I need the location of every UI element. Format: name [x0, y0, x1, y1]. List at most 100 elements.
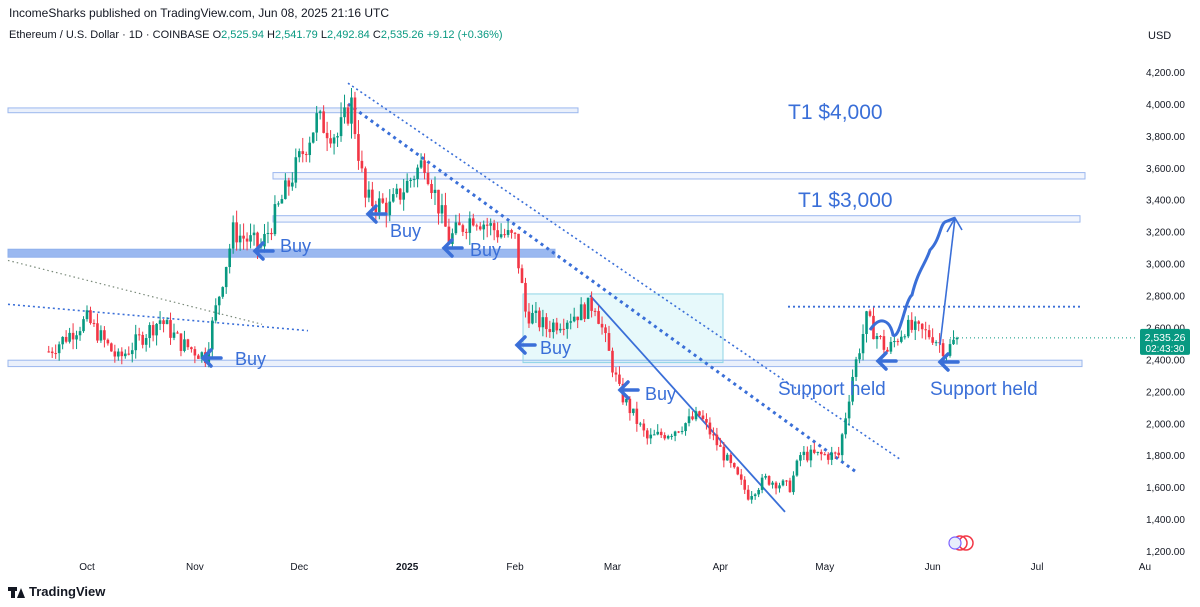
- candle-body: [813, 449, 816, 453]
- support-arrow-icon: [937, 352, 960, 372]
- candle-body: [235, 222, 238, 243]
- candle-body: [719, 445, 722, 447]
- candle-body: [165, 320, 169, 325]
- candle-body: [68, 332, 71, 342]
- candle-body: [468, 218, 472, 233]
- candle-body: [531, 312, 534, 324]
- candle-body: [301, 151, 305, 155]
- candle-body: [92, 323, 96, 325]
- buy-label: Buy: [645, 384, 676, 404]
- y-tick-label: 2,000.00: [1146, 419, 1185, 430]
- candle-body: [162, 320, 165, 325]
- candle-body: [311, 132, 315, 143]
- candle-body: [252, 232, 256, 236]
- candle-body: [461, 225, 465, 232]
- tradingview-footer[interactable]: TradingView: [8, 584, 105, 599]
- candle-body: [882, 336, 886, 350]
- dotted-downtrend-upper: [347, 82, 901, 460]
- candle-body: [607, 333, 611, 351]
- candle-body: [673, 431, 677, 436]
- candle-body: [517, 233, 520, 269]
- candle-body: [123, 353, 127, 357]
- candle-body: [228, 248, 231, 268]
- candle-body: [792, 475, 795, 493]
- x-tick-label: Jul: [1031, 562, 1044, 573]
- candle-body: [54, 353, 57, 355]
- candle-body: [830, 452, 834, 460]
- candle-body: [524, 282, 527, 312]
- candle-body: [308, 142, 312, 156]
- candle-body: [569, 321, 573, 323]
- candle-body: [183, 339, 186, 351]
- candle-body: [245, 238, 249, 242]
- candle-body: [371, 189, 374, 207]
- low-value: 2,492.84: [326, 29, 370, 41]
- candle-body: [858, 353, 861, 360]
- candle-body: [851, 376, 854, 402]
- candle-body: [771, 482, 774, 485]
- candle-body: [353, 97, 357, 135]
- support-held-label: Support held: [778, 379, 886, 400]
- candle-body: [287, 180, 291, 187]
- projection-arrowhead-icon: [946, 216, 963, 233]
- bar-countdown: 02:43:30: [1146, 344, 1185, 355]
- brand-name: TradingView: [29, 584, 106, 599]
- high-value: 2,541.79: [274, 29, 318, 41]
- candle-body: [238, 235, 242, 243]
- candle-body: [117, 351, 120, 357]
- x-tick-label: Au: [1139, 562, 1151, 573]
- close-value: 2,535.26: [380, 29, 424, 41]
- candle-body: [562, 328, 566, 330]
- candle-body: [409, 179, 412, 181]
- candle-body: [61, 336, 64, 345]
- candle-body: [106, 339, 110, 344]
- candle-body: [590, 297, 593, 311]
- candle-body: [510, 230, 513, 233]
- candle-body: [552, 322, 555, 333]
- candle-body: [339, 117, 343, 137]
- candle-body: [263, 233, 266, 247]
- y-tick-label: 3,600.00: [1146, 164, 1185, 175]
- candle-body: [893, 341, 896, 343]
- candle-body: [931, 337, 934, 343]
- target-4000-label: T1 $4,000: [788, 101, 883, 124]
- candle-body: [920, 323, 924, 330]
- candle-body: [360, 160, 364, 169]
- candle-body: [130, 350, 134, 355]
- candle-body: [47, 351, 51, 353]
- buy-label: Buy: [470, 240, 501, 260]
- candle-body: [273, 204, 277, 235]
- candle-body: [284, 180, 287, 200]
- candle-body: [89, 310, 92, 324]
- y-tick-label: 1,800.00: [1146, 451, 1185, 462]
- candle-body: [600, 323, 604, 328]
- candle-body: [886, 349, 889, 352]
- solid-downtrend: [589, 294, 786, 513]
- candle-body: [50, 351, 54, 354]
- candle-body: [739, 474, 743, 480]
- candle-body: [757, 489, 760, 495]
- candle-body: [666, 435, 670, 439]
- y-tick-label: 3,000.00: [1146, 260, 1185, 271]
- candle-body: [781, 480, 785, 486]
- candle-body: [847, 401, 851, 419]
- candle-body: [726, 454, 729, 461]
- target-3000-label: T1 $3,000: [798, 189, 893, 212]
- candle-body: [614, 372, 618, 375]
- candle-body: [656, 431, 660, 435]
- candle-body: [840, 434, 844, 456]
- resistance-zone-3550: [272, 172, 1086, 180]
- candle-body: [837, 452, 840, 456]
- candle-body: [854, 359, 858, 377]
- candle-body: [680, 431, 684, 433]
- candle-body: [78, 331, 82, 336]
- candle-body: [618, 374, 621, 384]
- candle-body: [405, 180, 409, 193]
- y-tick-label: 4,000.00: [1146, 100, 1185, 111]
- candle-body: [743, 479, 747, 490]
- candle-body: [148, 325, 151, 339]
- candle-body: [659, 431, 663, 436]
- candle-body: [527, 311, 531, 324]
- event-icon[interactable]: [948, 536, 962, 550]
